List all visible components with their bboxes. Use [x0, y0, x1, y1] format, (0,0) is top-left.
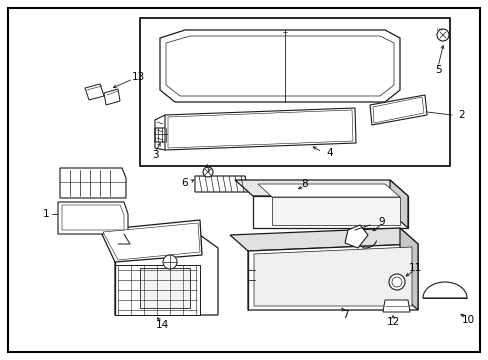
Bar — [140, 18, 449, 166]
Polygon shape — [229, 228, 417, 251]
Polygon shape — [103, 223, 200, 260]
Text: 12: 12 — [386, 317, 399, 327]
Circle shape — [436, 29, 448, 41]
Polygon shape — [100, 220, 202, 262]
Text: 10: 10 — [461, 315, 473, 325]
Polygon shape — [235, 180, 407, 196]
Text: 6: 6 — [182, 178, 188, 188]
Circle shape — [203, 167, 213, 177]
Polygon shape — [382, 300, 409, 312]
Text: 3: 3 — [151, 150, 158, 160]
Polygon shape — [399, 228, 417, 310]
Circle shape — [391, 277, 401, 287]
Polygon shape — [140, 268, 190, 308]
Polygon shape — [62, 205, 124, 230]
Polygon shape — [104, 89, 120, 105]
Text: 11: 11 — [407, 263, 421, 273]
Text: 9: 9 — [378, 217, 385, 227]
Circle shape — [163, 255, 177, 269]
Polygon shape — [258, 184, 399, 197]
Polygon shape — [115, 265, 200, 315]
Polygon shape — [58, 202, 128, 234]
Text: 13: 13 — [131, 72, 144, 82]
Text: 14: 14 — [155, 320, 168, 330]
Polygon shape — [160, 30, 399, 102]
Polygon shape — [115, 235, 218, 315]
Text: 5: 5 — [434, 65, 440, 75]
Polygon shape — [271, 197, 399, 225]
Polygon shape — [195, 176, 247, 192]
Polygon shape — [372, 97, 423, 123]
Polygon shape — [253, 247, 411, 306]
Text: 7: 7 — [341, 310, 347, 320]
Polygon shape — [165, 36, 393, 96]
Circle shape — [388, 274, 404, 290]
Polygon shape — [422, 282, 466, 298]
Text: 4: 4 — [326, 148, 333, 158]
Polygon shape — [85, 84, 104, 100]
Polygon shape — [60, 168, 126, 198]
Text: 8: 8 — [301, 179, 307, 189]
Polygon shape — [345, 225, 367, 248]
Text: 2: 2 — [458, 110, 465, 120]
Polygon shape — [252, 196, 407, 228]
Polygon shape — [389, 180, 407, 228]
Polygon shape — [168, 110, 352, 148]
Polygon shape — [369, 95, 426, 125]
Polygon shape — [164, 108, 355, 150]
Text: 1: 1 — [42, 209, 49, 219]
Polygon shape — [155, 128, 177, 142]
Polygon shape — [247, 244, 417, 310]
